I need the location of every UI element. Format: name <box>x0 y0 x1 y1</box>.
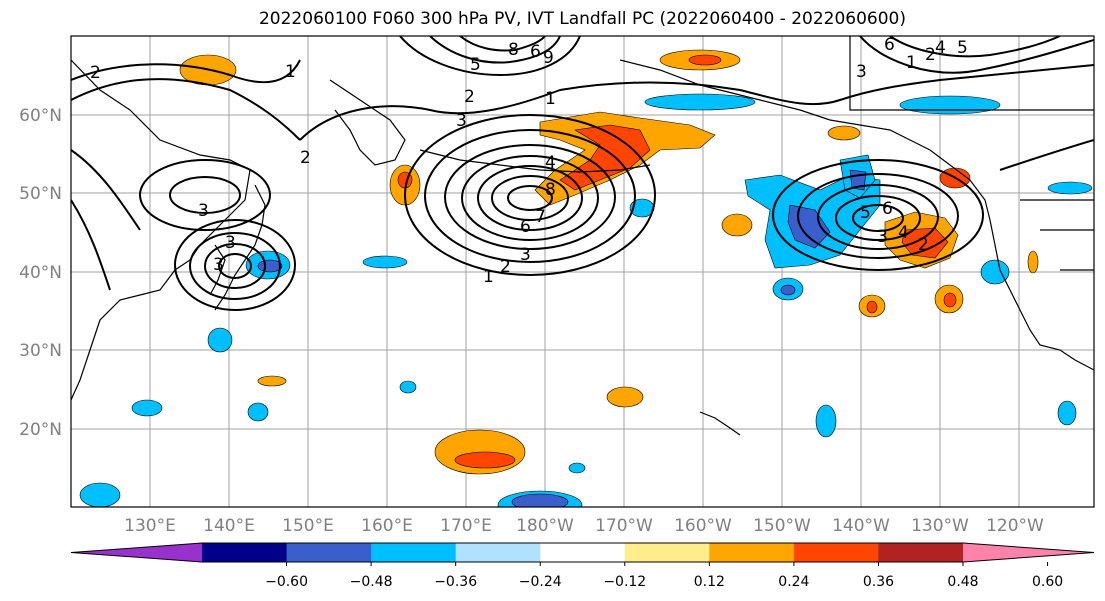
colorbar-tick-label: 0.48 <box>947 574 978 590</box>
lon-label: 120°W <box>986 516 1044 536</box>
colorbar: −0.60 −0.48 −0.36 −0.24 −0.12 0.12 0.24 0.36 0.4… <box>70 542 1095 590</box>
lon-label: 130°E <box>124 516 176 536</box>
contour-label: 3 <box>856 62 867 82</box>
colorbar-tick-label: −0.24 <box>519 574 562 590</box>
lon-label: 170°W <box>595 516 653 536</box>
colorbar-segment <box>286 543 372 562</box>
contour-label: 5 <box>860 203 871 223</box>
contour-label: 3 <box>456 111 467 131</box>
contour-label: 2 <box>918 235 929 255</box>
colorbar-segment <box>793 543 879 562</box>
contour-label: 3 <box>213 255 224 275</box>
contour-label: 3 <box>225 233 236 253</box>
contour-label: 4 <box>898 223 909 243</box>
contour-label: 5 <box>470 55 481 75</box>
contour-label: 1 <box>545 89 556 109</box>
contour-label: 1 <box>906 53 917 73</box>
contour-label: 8 <box>545 180 556 200</box>
colorbar-segment <box>709 543 795 562</box>
contour-label: 2 <box>464 87 475 107</box>
colorbar-segment <box>371 543 457 562</box>
lon-label: 140°E <box>203 516 255 536</box>
contour-label: 3 <box>198 201 209 221</box>
lon-label: 160°E <box>361 516 413 536</box>
contour-label: 1 <box>285 62 296 82</box>
contour-label: 4 <box>935 38 946 58</box>
contour-label-group: 1 2 3 1 2 3 4 6 7 8 1 2 3 5 6 8 9 2 3 4 … <box>90 35 968 287</box>
colorbar-segment <box>71 543 202 562</box>
colorbar-segment <box>540 543 626 562</box>
colorbar-tick-label: 0.12 <box>694 574 725 590</box>
contour-label: 5 <box>957 38 968 58</box>
colorbar-tick-label: 0.60 <box>1032 574 1063 590</box>
colorbar-tick-label: 0.24 <box>778 574 809 590</box>
contour-label: 6 <box>884 35 895 55</box>
colorbar-segment <box>455 543 541 562</box>
contour-label: 1 <box>483 267 494 287</box>
lon-label: 160°W <box>674 516 732 536</box>
colorbar-tick-label: −0.48 <box>350 574 393 590</box>
contour-label: 9 <box>543 48 554 68</box>
pv-shading <box>79 49 1093 507</box>
contour-label: 2 <box>500 257 511 277</box>
contour-label: 3 <box>520 245 531 265</box>
contour-label: 3 <box>877 227 888 247</box>
lon-label: 180°W <box>516 516 574 536</box>
gridlines <box>71 36 1094 507</box>
colorbar-outline <box>70 542 1095 563</box>
colorbar-segment <box>963 543 1094 562</box>
lat-label: 30°N <box>19 341 62 361</box>
colorbar-tick-label: −0.60 <box>265 574 308 590</box>
contour-label: 4 <box>545 153 556 173</box>
lon-label: 150°W <box>753 516 811 536</box>
map-border <box>70 35 1095 508</box>
lat-label: 20°N <box>19 420 62 440</box>
contour-label: 6 <box>530 42 541 62</box>
contour-label: 2 <box>925 45 936 65</box>
lon-label: 150°E <box>282 516 334 536</box>
lat-labels: 60°N 50°N 40°N 30°N 20°N <box>19 106 62 440</box>
colorbar-segment <box>624 543 710 562</box>
contour-label: 7 <box>535 207 546 227</box>
lat-label: 50°N <box>19 184 62 204</box>
colorbar-tick-label: −0.36 <box>434 574 477 590</box>
colorbar-tick-label: 0.36 <box>863 574 894 590</box>
colorbar-segment <box>878 543 964 562</box>
map-title: 2022060100 F060 300 hPa PV, IVT Landfall… <box>258 9 906 29</box>
lat-label: 40°N <box>19 263 62 283</box>
contour-label: 6 <box>882 199 893 219</box>
pv-contours <box>71 36 1094 311</box>
contour-label: 6 <box>520 217 531 237</box>
colorbar-segment <box>202 543 288 562</box>
contour-label: 2 <box>300 148 311 168</box>
lon-label: 140°W <box>832 516 890 536</box>
lon-labels: 130°E 140°E 150°E 160°E 170°E 180°W 170°… <box>124 516 1044 536</box>
lon-label: 130°W <box>911 516 969 536</box>
contour-label: 8 <box>508 40 519 60</box>
colorbar-tick-label: −0.12 <box>603 574 646 590</box>
lat-label: 60°N <box>19 106 62 126</box>
contour-label: 2 <box>90 63 101 83</box>
lon-label: 170°E <box>440 516 492 536</box>
